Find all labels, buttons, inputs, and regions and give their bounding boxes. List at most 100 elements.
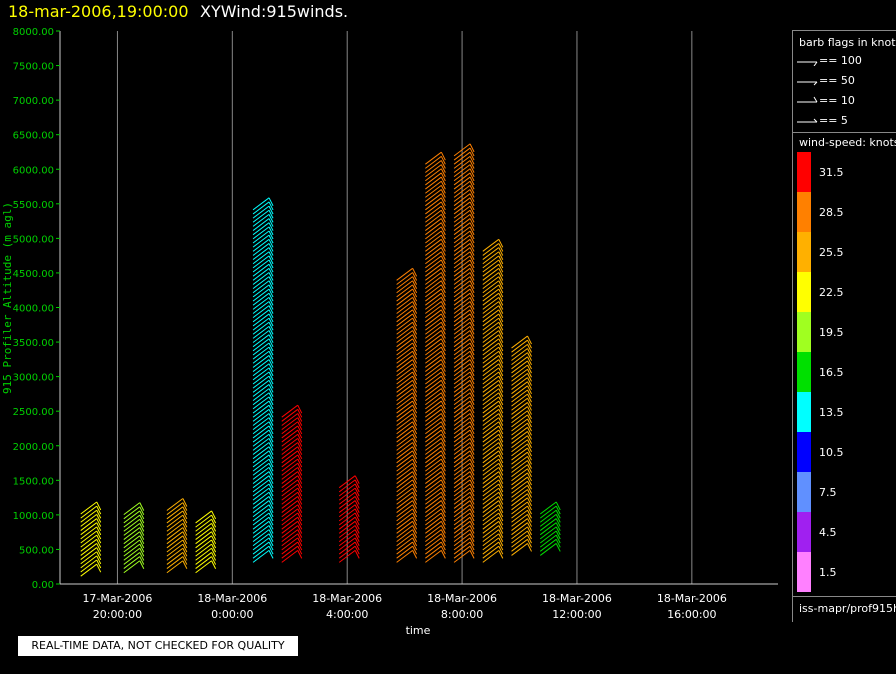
wind-barb [396,338,413,352]
wind-barb-flag [440,404,446,414]
wind-barb-flag [211,535,217,545]
wind-barb [80,530,98,544]
chart-title-date: 18-mar-2006,19:00:00 [8,2,189,21]
wind-barb-flag [412,463,418,472]
wind-barb [396,413,413,426]
wind-barb-flag [440,479,446,489]
wind-barb [123,547,141,561]
wind-barb [252,384,270,397]
wind-barb [195,522,212,536]
wind-barb [539,514,557,527]
wind-barb-flag [527,530,532,540]
wind-barb-flag [268,301,274,310]
wind-barb [396,313,413,327]
wind-barb [425,330,442,343]
wind-barb-flag [412,458,418,468]
wind-barb-flag [498,371,504,381]
wind-barb [425,458,442,472]
wind-barb [453,151,471,165]
wind-barb [166,535,184,549]
wind-barb-flag [469,442,475,451]
barb-column [338,475,360,563]
wind-barb [453,392,471,406]
wind-barb [425,334,442,348]
wind-barb-flag [527,451,532,461]
wind-barb [482,355,500,368]
wind-barb [511,385,528,399]
wind-barb-flag [412,351,418,360]
wind-barb [482,276,500,290]
wind-barb [281,496,299,509]
wind-barb-flag [469,193,475,202]
wind-barb-flag [268,516,274,526]
wind-barb [453,462,471,476]
wind-barb [453,143,471,157]
wind-barb [252,209,270,223]
wind-barb-flag [469,180,475,190]
wind-barb-flag [469,317,475,327]
wind-barb-flag [412,346,418,356]
wind-barb [252,537,270,551]
wind-barb [252,214,270,227]
barb-column [539,501,561,556]
wind-barb [338,487,356,501]
wind-barb-flag [440,239,446,248]
wind-barb [425,296,442,310]
wind-barb [252,263,270,277]
wind-barb-flag [440,297,446,306]
wind-barb [425,520,442,534]
wind-barb-flag [440,450,446,460]
wind-barb-flag [440,463,446,472]
wind-barb [453,164,471,178]
wind-barb [482,496,500,509]
wind-barb-flag [412,317,418,327]
wind-barb-flag [412,516,418,526]
wind-barb [166,547,184,561]
wind-barb [252,305,270,319]
wind-barb-flag [469,234,475,244]
wind-barb-flag [412,292,418,302]
wind-barb [511,372,528,386]
wind-barb-flag [297,537,303,547]
wind-barb-flag [469,467,475,476]
wind-barb-flag [440,537,446,547]
wind-barb-flag [268,525,274,534]
wind-barb-flag [412,487,418,497]
wind-barb-flag [440,355,446,364]
wind-barb [252,487,270,501]
wind-barb [482,384,500,397]
wind-barb-flag [440,487,446,497]
wind-barb [425,437,442,451]
wind-barb-flag [469,392,475,401]
wind-barb [252,371,270,385]
wind-barb [252,446,270,460]
wind-barb-flag [498,483,504,493]
wind-barb-flag [469,351,475,360]
wind-barb-flag [412,388,418,397]
wind-barb-flag [469,268,475,277]
wind-speed-label: 19.5 [819,326,844,339]
wind-barb-flag [96,559,102,569]
wind-barb-flag [498,243,504,252]
wind-barb [511,360,528,374]
wind-barb-flag [527,493,532,502]
wind-barb-flag [297,521,303,530]
wind-barb [425,384,442,397]
wind-barb-flag [440,276,446,285]
wind-barb-flag [412,375,418,385]
wind-barb [482,359,500,372]
wind-barb [252,234,270,248]
wind-barb [425,400,442,414]
wind-barb-flag [139,560,145,569]
wind-barb [281,454,299,468]
wind-speed-swatch [797,512,811,552]
y-tick-label: 7000.00 [13,96,54,107]
wind-barb [453,400,471,414]
wind-barb-flag [297,529,303,538]
wind-barb-flag [354,483,360,493]
wind-barb-flag [498,475,504,484]
wind-barb [425,388,442,401]
barb-flag-icon [797,81,818,86]
wind-barb-flag [440,392,446,401]
wind-barb-flag [440,417,446,426]
